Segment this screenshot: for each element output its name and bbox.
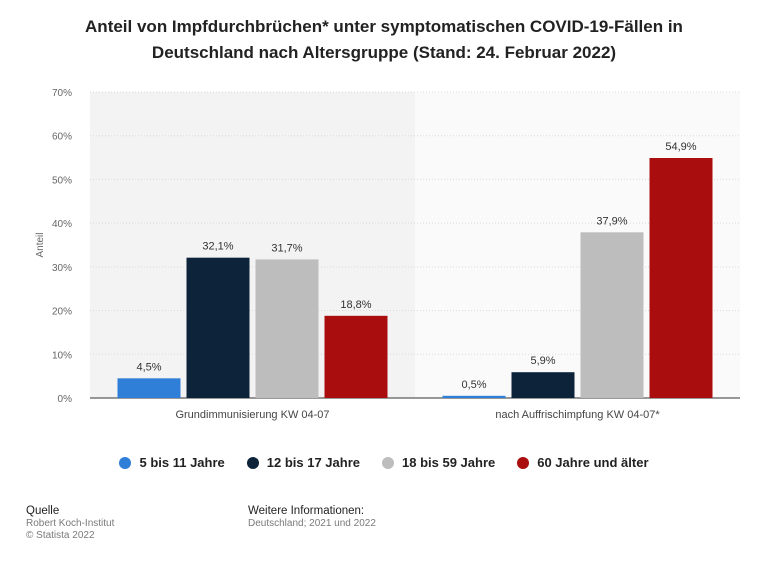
data-label: 37,9% bbox=[596, 215, 627, 227]
y-tick-label: 20% bbox=[52, 307, 72, 318]
legend-marker bbox=[246, 456, 259, 469]
data-label: 18,8% bbox=[340, 299, 371, 311]
legend-label: 12 bis 17 Jahre bbox=[266, 455, 360, 470]
bar bbox=[649, 158, 713, 398]
data-label: 0,5% bbox=[461, 379, 486, 391]
legend-item[interactable]: 60 Jahre und älter bbox=[517, 455, 649, 470]
bar-chart: 0% 10% 20% 30% 40% 50% 60% 70% Anteil 4,5% 32,1% 31… bbox=[35, 88, 740, 421]
y-axis-title: Anteil bbox=[35, 232, 46, 257]
info-heading: Weitere Informationen: bbox=[248, 505, 365, 517]
data-label: 54,9% bbox=[665, 141, 696, 153]
x-category-label: Grundimmunisierung KW 04-07 bbox=[175, 409, 329, 421]
x-category-label: nach Auffrischimpfung KW 04-07* bbox=[495, 409, 660, 421]
y-tick-label: 60% bbox=[52, 132, 72, 143]
legend-marker bbox=[119, 456, 132, 469]
y-tick-label: 10% bbox=[52, 350, 72, 361]
legend-marker bbox=[517, 456, 530, 469]
legend-item[interactable]: 18 bis 59 Jahre bbox=[382, 455, 495, 470]
bar bbox=[117, 378, 181, 398]
data-label: 4,5% bbox=[136, 361, 161, 373]
bar bbox=[324, 315, 388, 398]
data-label: 31,7% bbox=[271, 242, 302, 254]
legend-label: 60 Jahre und älter bbox=[537, 455, 649, 470]
y-tick-label: 50% bbox=[52, 175, 72, 186]
chart-title-line-1: Anteil von Impfdurchbrüchen* unter sympt… bbox=[85, 17, 683, 36]
legend-item[interactable]: 5 bis 11 Jahre bbox=[119, 455, 225, 470]
chart-title: Anteil von Impfdurchbrüchen* unter sympt… bbox=[40, 14, 728, 66]
source-name: Robert Koch-Institut bbox=[26, 518, 115, 529]
data-label: 5,9% bbox=[530, 355, 555, 367]
y-tick-label: 0% bbox=[58, 394, 73, 405]
legend-item[interactable]: 12 bis 17 Jahre bbox=[246, 455, 360, 470]
y-tick-label: 70% bbox=[52, 88, 72, 99]
legend-label: 18 bis 59 Jahre bbox=[402, 455, 496, 470]
bar bbox=[442, 395, 506, 398]
info-text: Deutschland; 2021 und 2022 bbox=[248, 518, 376, 529]
info-block: Weitere Informationen: Deutschland; 2021… bbox=[248, 505, 376, 530]
bar bbox=[186, 257, 250, 398]
data-label: 32,1% bbox=[202, 241, 233, 253]
legend-label: 5 bis 11 Jahre bbox=[139, 455, 225, 470]
y-tick-label: 30% bbox=[52, 263, 72, 274]
bar bbox=[580, 232, 644, 398]
chart-legend: 5 bis 11 Jahre 12 bis 17 Jahre 18 bis 59 J… bbox=[0, 455, 768, 470]
bar bbox=[255, 259, 319, 398]
legend-marker bbox=[382, 456, 394, 469]
y-tick-label: 40% bbox=[52, 219, 72, 230]
copyright-text: © Statista 2022 bbox=[26, 530, 95, 541]
source-heading: Quelle bbox=[26, 505, 60, 517]
source-block: Quelle Robert Koch-Institut © Statista 2… bbox=[26, 505, 114, 542]
chart-title-line-2: Deutschland nach Altersgruppe (Stand: 24… bbox=[151, 43, 617, 62]
bar bbox=[511, 372, 575, 398]
